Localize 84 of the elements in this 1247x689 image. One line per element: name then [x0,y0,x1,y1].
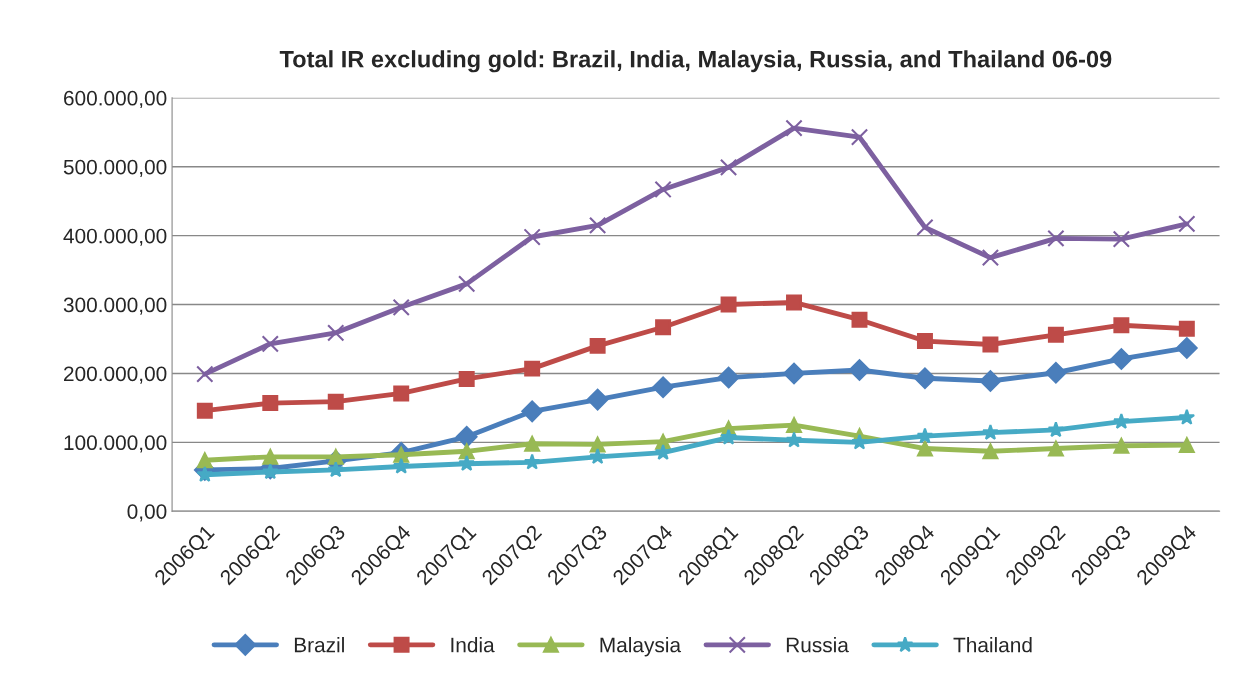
point [914,367,936,390]
point [392,298,410,316]
point [458,370,475,387]
point [458,275,476,293]
point [720,296,737,313]
point [261,335,279,353]
point [783,362,805,385]
point [1110,348,1133,370]
point [588,216,607,234]
point [393,385,410,402]
point [196,452,213,469]
point [1047,229,1065,248]
point [720,428,737,445]
point [392,457,410,474]
y-tick-label: 100.000,00 [64,435,167,453]
point [524,435,541,452]
legend-label: India [451,637,495,653]
legend-label: Russia [786,637,849,653]
point [916,333,933,350]
point [458,455,475,471]
point [262,395,279,412]
point [196,402,213,419]
y-tick-label: 200.000,00 [64,366,167,384]
y-tick-label: 600.000,00 [64,90,167,109]
y-tick-label: 300.000,00 [63,297,167,315]
point [848,359,871,381]
point [1112,230,1131,248]
point [1178,437,1195,454]
point [982,443,999,460]
point [1047,440,1064,457]
point [982,336,999,353]
point [196,365,214,383]
point [717,366,740,389]
point [654,180,672,199]
point [523,453,541,470]
y-tick-label: 0,00 [127,504,167,522]
point [1113,437,1130,454]
point [589,448,606,465]
point [1047,421,1065,438]
point [327,393,344,410]
point [589,436,606,453]
point [586,388,609,411]
point [1178,215,1196,233]
point [979,370,1002,392]
point [785,119,803,137]
point [719,158,738,177]
point [1045,361,1067,384]
point [1178,320,1195,337]
y-tick-label: 500.000,00 [63,159,167,177]
point [851,433,868,450]
point [916,427,934,444]
point [589,337,606,354]
point [981,249,1000,267]
point [455,425,478,448]
point [1047,326,1064,343]
point [327,461,345,478]
point [1178,408,1196,425]
point [524,360,541,377]
point [523,228,541,246]
point [327,324,345,342]
point [196,466,214,482]
legend-label: Malaysia [600,637,682,657]
point [262,448,279,465]
point [261,463,279,480]
point [786,417,803,434]
point [850,128,869,146]
point [655,319,672,336]
point [916,440,933,457]
point [458,443,475,460]
point [786,294,803,311]
point [785,431,803,448]
legend-label: Thailand [953,637,1032,653]
point [1113,412,1130,429]
chart-title: Total IR excluding gold: Brazil, India, Malaysia, Russia, and Thailand 06-09 [279,50,1112,73]
point [916,218,934,237]
y-tick-label: 400.000,00 [63,228,167,246]
point [851,311,868,328]
point [982,424,999,440]
legend-label: Brazil [294,637,344,653]
point [327,448,344,465]
point [652,376,674,399]
point [1113,317,1130,334]
point [1175,337,1198,359]
point [521,400,544,423]
